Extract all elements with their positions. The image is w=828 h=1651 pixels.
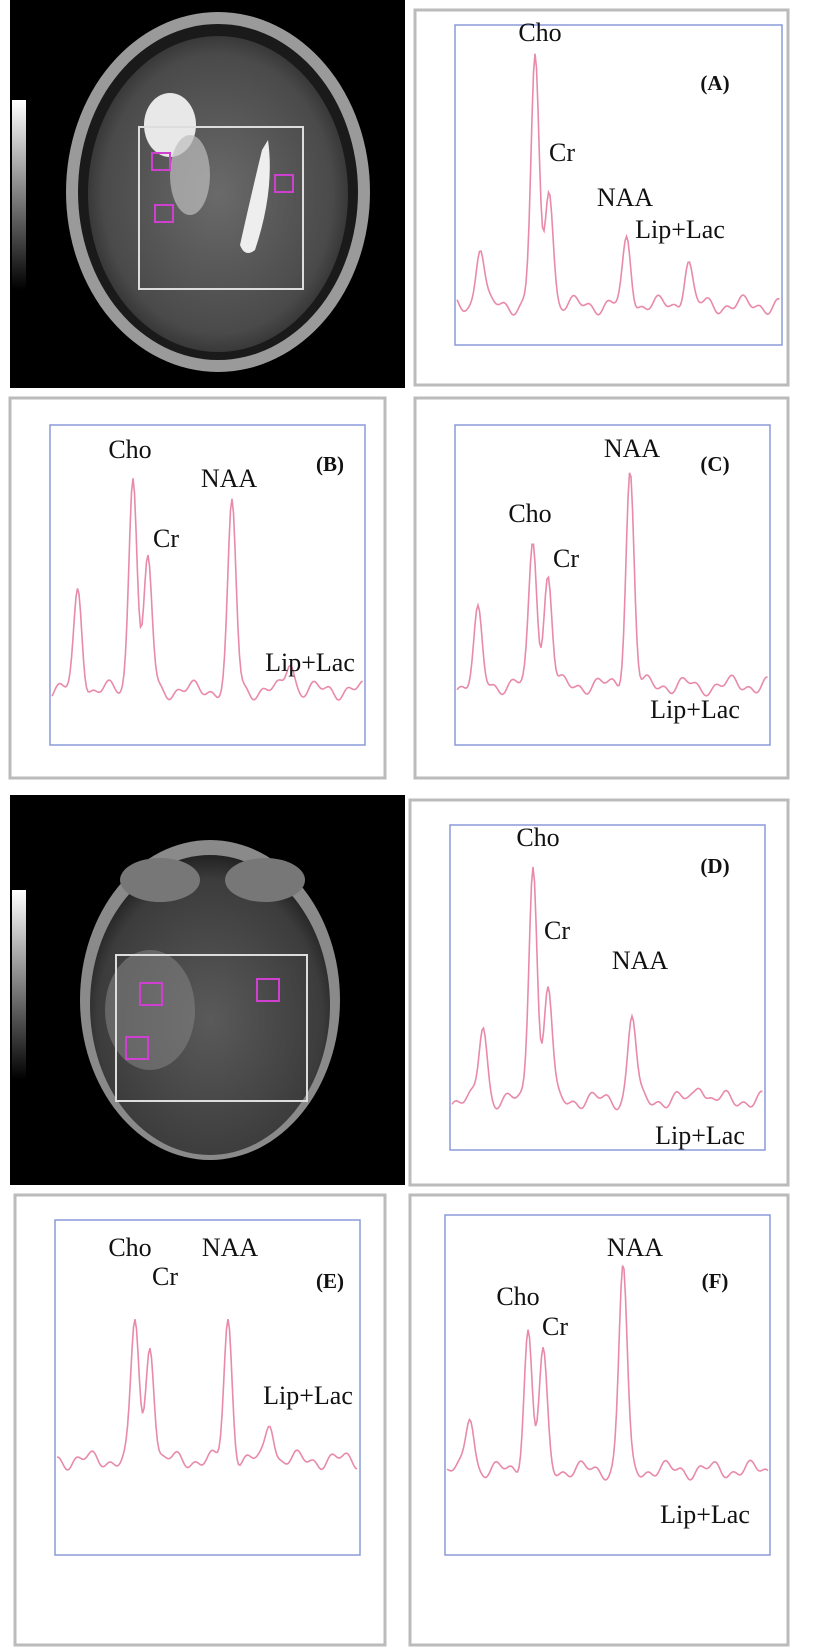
- panel-frame: [413, 8, 790, 387]
- plot-area: [54, 1219, 361, 1556]
- spectrum-line: [451, 866, 763, 1111]
- peak-label: NAA: [201, 464, 258, 493]
- panel-label: (D): [700, 854, 729, 878]
- panel-label: (A): [700, 71, 729, 95]
- peak-label: Cho: [496, 1282, 539, 1311]
- peak-label: NAA: [604, 434, 661, 463]
- panel-frame: [413, 396, 790, 780]
- peak-label: NAA: [202, 1233, 259, 1262]
- peak-label: Cho: [108, 1233, 151, 1262]
- peak-label: Lip+Lac: [263, 1381, 353, 1410]
- peak-label: Cho: [518, 18, 561, 47]
- panel-frame: [408, 798, 790, 1187]
- peak-label: Cr: [153, 524, 179, 553]
- spectrum-line: [446, 1265, 769, 1481]
- plot-area: [449, 824, 766, 1151]
- mri-image: [10, 795, 405, 1185]
- peak-label: Lip+Lac: [650, 695, 740, 724]
- panel-label: (F): [702, 1269, 729, 1293]
- peak-label: Cr: [553, 544, 579, 573]
- peak-label: Cr: [542, 1312, 568, 1341]
- spectrum-panel: Cho Cr NAA Lip+Lac (A): [413, 8, 790, 387]
- plot-area: [49, 424, 366, 746]
- panel-frame: [8, 396, 387, 780]
- peak-label: Cr: [152, 1262, 178, 1291]
- panel-frame: [408, 1193, 790, 1647]
- peak-label: NAA: [607, 1233, 664, 1262]
- peak-label: Cr: [549, 138, 575, 167]
- peak-label: Cho: [108, 435, 151, 464]
- plot-area: [444, 1214, 771, 1556]
- peak-label: Lip+Lac: [265, 648, 355, 677]
- spectrum-line: [56, 1318, 358, 1471]
- panel-label: (B): [316, 452, 344, 476]
- peak-label: Cr: [544, 916, 570, 945]
- spectrum-line: [456, 472, 768, 697]
- plot-area: [454, 24, 783, 346]
- spectrum-line: [51, 478, 363, 701]
- spectrum-line: [456, 53, 780, 316]
- mri-image: [10, 0, 405, 388]
- spectrum-panel: Cho Cr NAA Lip+Lac (B): [8, 396, 387, 780]
- plot-area: [454, 424, 771, 746]
- peak-label: NAA: [612, 946, 669, 975]
- peak-label: Lip+Lac: [660, 1500, 750, 1529]
- peak-label: Cho: [508, 499, 551, 528]
- peak-label: Lip+Lac: [655, 1121, 745, 1150]
- spectrum-panel: Cho Cr NAA Lip+Lac (D): [408, 798, 790, 1187]
- panel-label: (C): [700, 452, 729, 476]
- peak-label: Cho: [516, 823, 559, 852]
- panel-frame: [13, 1193, 387, 1647]
- peak-label: Lip+Lac: [635, 215, 725, 244]
- panel-label: (E): [316, 1269, 344, 1293]
- peak-label: NAA: [597, 183, 654, 212]
